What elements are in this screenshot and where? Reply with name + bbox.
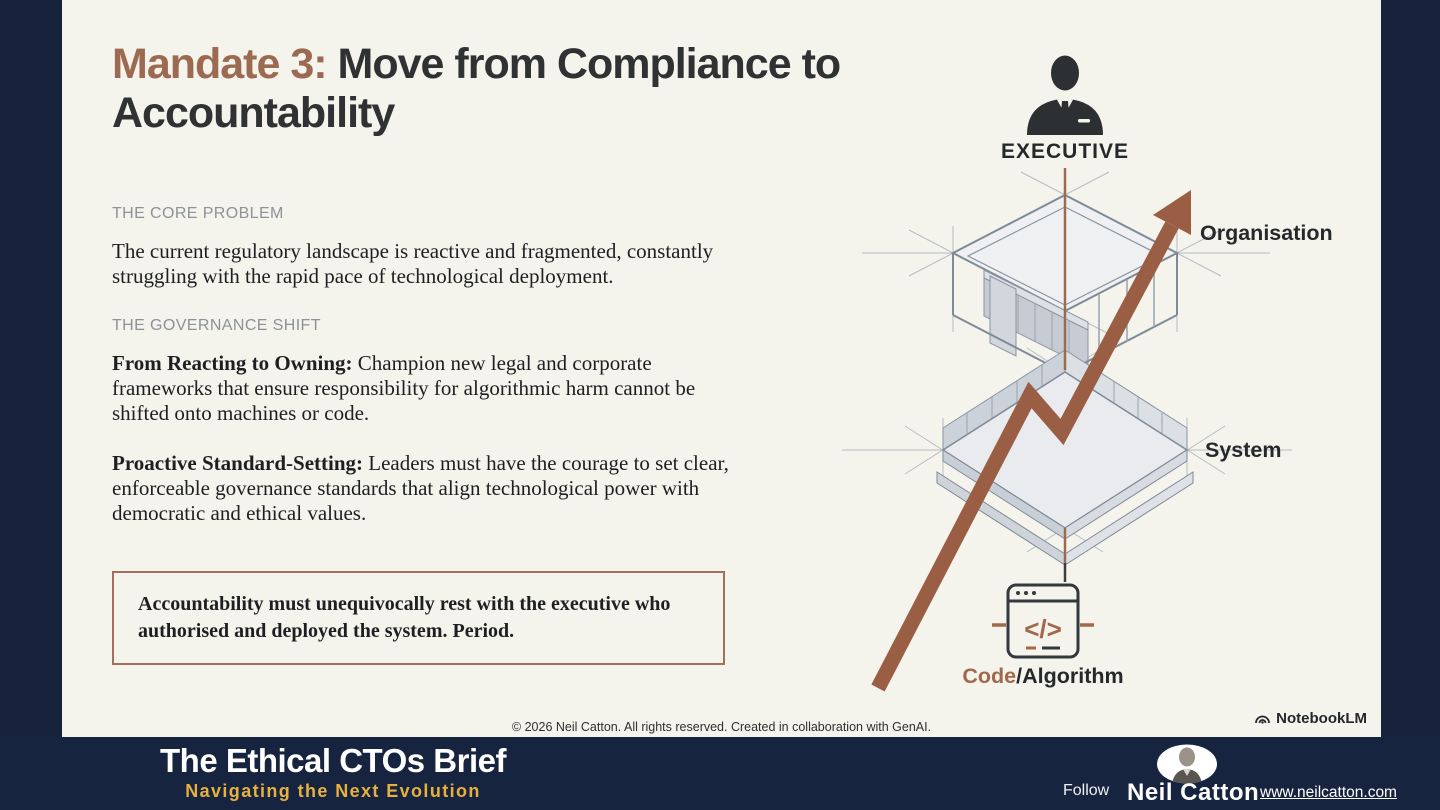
brand-subtitle: Navigating the Next Evolution bbox=[185, 781, 481, 801]
title-accent: Mandate 3: bbox=[112, 40, 328, 88]
callout-box: Accountability must unequivocally rest w… bbox=[112, 571, 725, 665]
brand-block: The Ethical CTOs Brief Navigating the Ne… bbox=[158, 742, 508, 802]
content-column: THE CORE PROBLEM The current regulatory … bbox=[112, 205, 734, 665]
bottom-banner: The Ethical CTOs Brief Navigating the Ne… bbox=[0, 737, 1440, 810]
code-algorithm-label: Code/Algorithm bbox=[962, 664, 1123, 688]
governance-paragraph: Proactive Standard-Setting: Leaders must… bbox=[112, 451, 734, 526]
author-name: Neil Catton bbox=[1127, 779, 1260, 806]
title-rest: Move from Compliance to Accountability bbox=[112, 40, 841, 137]
rising-arrow bbox=[871, 190, 1191, 692]
paragraph-text: Leaders must have the courage to set cle… bbox=[112, 451, 729, 525]
paragraph-lead: From Reacting to Owning: bbox=[112, 351, 353, 375]
website-link[interactable]: www.neilcatton.com bbox=[1260, 784, 1397, 801]
notebooklm-label: NotebookLM bbox=[1276, 710, 1367, 727]
avatar bbox=[1156, 744, 1218, 784]
paragraph-text: Champion new legal and corporate framewo… bbox=[112, 351, 696, 425]
governance-paragraph: From Reacting to Owning: Champion new le… bbox=[112, 351, 734, 426]
section-label-core-problem: THE CORE PROBLEM bbox=[112, 205, 284, 222]
callout-text: Accountability must unequivocally rest w… bbox=[138, 593, 671, 642]
system-platform-illustration bbox=[936, 349, 1194, 566]
paragraph-lead: Proactive Standard-Setting: bbox=[112, 451, 364, 475]
accountability-diagram: </> EXECUTIVE Organisation System Code/A… bbox=[822, 20, 1362, 720]
notebooklm-icon bbox=[1255, 715, 1271, 724]
page-title: Mandate 3: Move from Compliance to Accou… bbox=[112, 40, 872, 138]
section-label-governance-shift: THE GOVERNANCE SHIFT bbox=[112, 317, 321, 334]
copyright-notice: © 2026 Neil Catton. All rights reserved.… bbox=[511, 720, 932, 734]
avatar-image bbox=[1157, 744, 1217, 784]
brand-title: The Ethical CTOs Brief bbox=[160, 742, 506, 779]
organisation-label: Organisation bbox=[1200, 221, 1333, 245]
executive-icon bbox=[1027, 55, 1103, 135]
svg-text:</>: </> bbox=[1024, 614, 1062, 644]
executive-label: EXECUTIVE bbox=[1001, 140, 1129, 163]
notebooklm-watermark: NotebookLM bbox=[1254, 710, 1367, 727]
system-label: System bbox=[1205, 438, 1282, 462]
diagram-canvas: </> EXECUTIVE Organisation System Code/A… bbox=[842, 55, 1333, 692]
slide: Mandate 3: Move from Compliance to Accou… bbox=[62, 0, 1381, 737]
core-problem-text: The current regulatory landscape is reac… bbox=[112, 239, 714, 288]
follow-label: Follow bbox=[1063, 782, 1110, 799]
code-window-icon: </> bbox=[992, 583, 1094, 659]
